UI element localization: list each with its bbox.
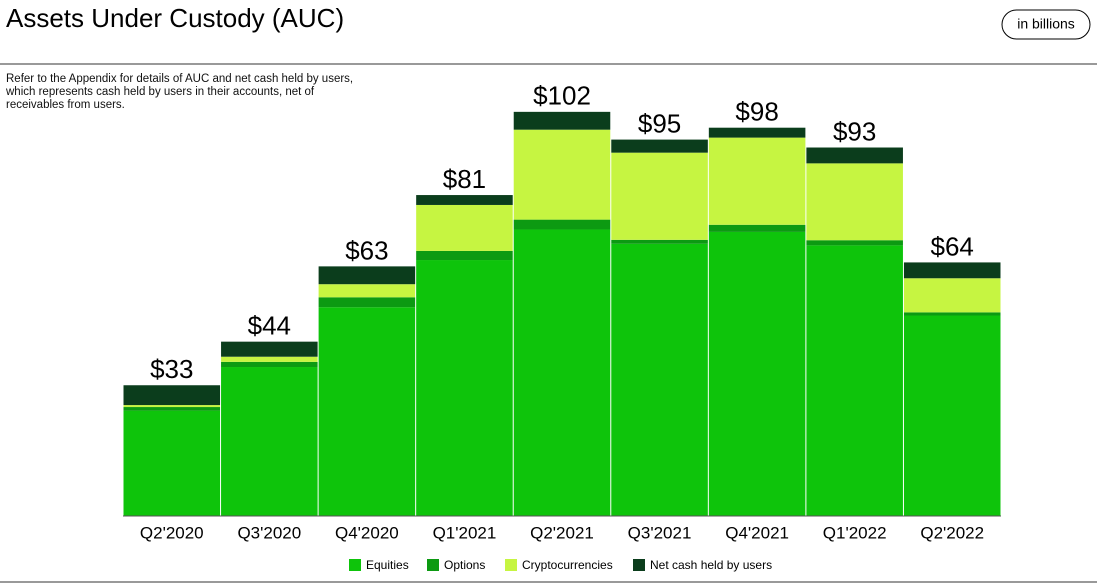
total-label: $81	[443, 164, 486, 194]
unit-note: in billions	[1017, 16, 1075, 32]
legend-swatch	[349, 559, 361, 571]
bar-segment	[416, 250, 513, 261]
bar-segment	[903, 312, 1001, 316]
bar-segment	[708, 137, 806, 225]
x-tick-label: Q3'2021	[628, 523, 692, 542]
total-label: $95	[638, 108, 681, 138]
x-tick-label: Q4'2021	[725, 523, 789, 542]
bar-segment	[221, 341, 318, 357]
bar-segment	[611, 139, 708, 153]
bar-segment	[903, 278, 1001, 313]
legend-label: Net cash held by users	[650, 558, 772, 572]
x-tick-label: Q1'2021	[433, 523, 497, 542]
bar-segment	[708, 127, 806, 138]
bar-segment	[611, 243, 708, 516]
bar-segment	[123, 405, 221, 408]
bar-segment	[416, 195, 513, 205]
unit-pill	[1001, 9, 1091, 40]
bar-segment	[318, 284, 416, 298]
bar-segment	[318, 307, 416, 516]
bar-segment	[221, 367, 318, 516]
bar-segment	[611, 152, 708, 240]
total-label: $63	[345, 235, 388, 265]
bar-segment	[903, 315, 1001, 516]
total-label: $102	[533, 81, 591, 111]
legend-swatch	[427, 559, 439, 571]
legend-swatch	[633, 559, 645, 571]
x-tick-label: Q2'2020	[140, 523, 204, 542]
bar-segment	[221, 356, 318, 362]
bar-segment	[903, 262, 1001, 279]
legend-label: Options	[444, 558, 485, 572]
x-tick-label: Q2'2022	[920, 523, 984, 542]
bar-segment	[221, 361, 318, 368]
bar-segment	[123, 407, 221, 411]
x-tick-label: Q4'2020	[335, 523, 399, 542]
x-tick-label: Q3'2020	[237, 523, 301, 542]
bar-segment	[416, 260, 513, 516]
total-label: $93	[833, 116, 876, 146]
legend-label: Cryptocurrencies	[522, 558, 613, 572]
bar-segment	[123, 385, 221, 406]
total-label: $98	[735, 97, 778, 127]
chart-title: Assets Under Custody (AUC)	[6, 3, 344, 33]
x-tick-label: Q1'2022	[823, 523, 887, 542]
bar-segment	[318, 266, 416, 285]
x-tick-label: Q2'2021	[530, 523, 594, 542]
bar-segment	[708, 231, 806, 517]
bar-segment	[513, 229, 611, 516]
bar-segment	[513, 219, 611, 230]
legend-label: Equities	[366, 558, 409, 572]
bar-segment	[611, 239, 708, 244]
bar-segment	[416, 204, 513, 251]
total-label: $44	[248, 311, 291, 341]
legend-swatch	[505, 559, 517, 571]
bar-segment	[708, 224, 806, 232]
bar-segment	[123, 410, 221, 516]
bar-segment	[806, 240, 903, 246]
bar-segment	[513, 111, 611, 130]
note: Refer to the Appendix for details of AUC…	[6, 73, 354, 111]
bar-segment	[806, 163, 903, 241]
bar-segment	[806, 147, 903, 164]
total-label: $33	[150, 354, 193, 384]
bar-segment	[806, 245, 903, 516]
total-label: $64	[931, 231, 974, 261]
note-box: Refer to the Appendix for details of AUC…	[6, 73, 354, 111]
bar-segment	[318, 297, 416, 308]
bar-segment	[513, 129, 611, 220]
